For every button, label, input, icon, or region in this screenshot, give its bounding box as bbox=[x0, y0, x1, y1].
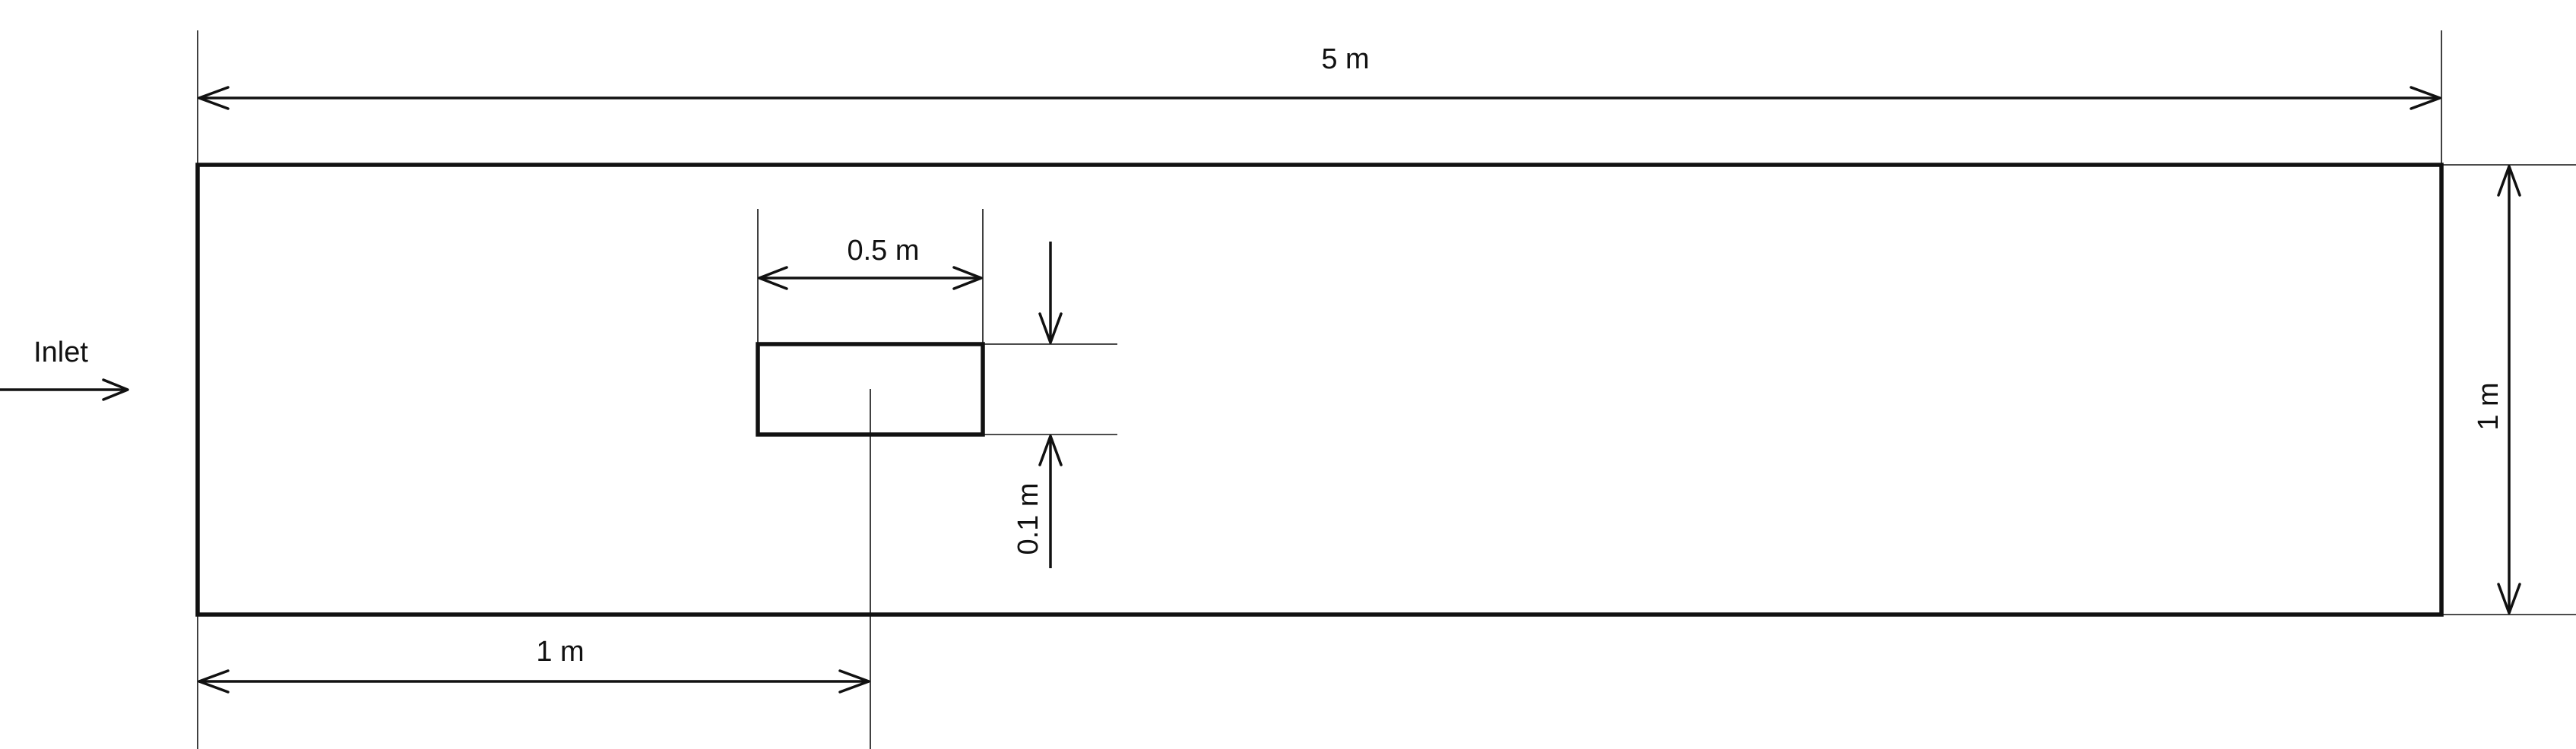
inlet-label: Inlet bbox=[33, 337, 88, 368]
obstacle-height-label: 0.1 m bbox=[1012, 482, 1044, 555]
channel-length-label: 5 m bbox=[1321, 43, 1369, 75]
obstacle-rectangle bbox=[756, 342, 985, 437]
obstacle-width-dimension bbox=[758, 266, 983, 290]
obstacle-height-dimension bbox=[1038, 242, 1063, 568]
obstacle-offset-label: 1 m bbox=[536, 636, 584, 668]
obstacle-offset-dimension bbox=[198, 669, 870, 694]
channel-height-label: 1 m bbox=[2473, 382, 2505, 430]
inlet-arrow bbox=[0, 378, 129, 401]
channel-boundary bbox=[195, 163, 2444, 617]
channel-length-dimension bbox=[198, 86, 2441, 110]
channel-height-dimension bbox=[2497, 165, 2521, 615]
obstacle-width-label: 0.5 m bbox=[847, 235, 919, 267]
